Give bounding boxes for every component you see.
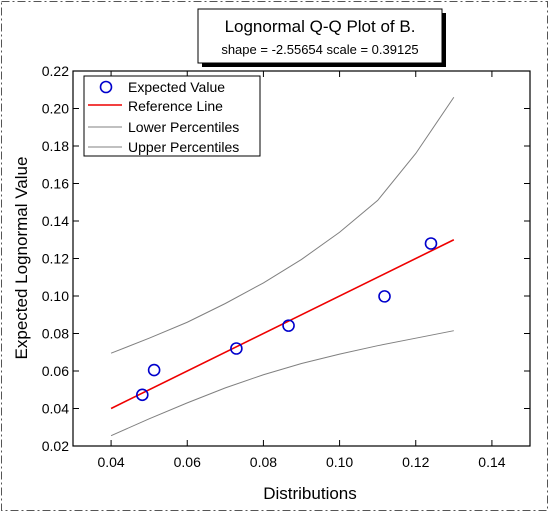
- x-tick-label: 0.06: [174, 454, 201, 470]
- y-tick-label: 0.06: [42, 363, 69, 379]
- title-box-frame: [197, 8, 443, 64]
- legend-label-upper-percentiles: Upper Percentiles: [128, 139, 239, 155]
- legend-marker-expected-value: [99, 80, 113, 94]
- x-tick-label: 0.14: [478, 454, 505, 470]
- x-tick-label: 0.10: [326, 454, 353, 470]
- chart-title: Lognormal Q-Q Plot of B.: [225, 17, 416, 36]
- y-tick-label: 0.08: [42, 326, 69, 342]
- y-tick-label: 0.12: [42, 251, 69, 267]
- legend: Expected Value Reference Line Lower Perc…: [83, 75, 261, 157]
- y-tick-label: 0.18: [42, 138, 69, 154]
- legend-label-lower-percentiles: Lower Percentiles: [128, 119, 239, 135]
- x-tick-label: 0.12: [402, 454, 429, 470]
- series-line-upper-percentiles: [110, 96, 455, 354]
- series-line-lower-percentiles: [110, 330, 454, 437]
- x-axis-ticks: 0.04 0.06 0.08 0.10 0.12 0.14: [97, 71, 506, 470]
- y-tick-label: 0.16: [42, 176, 69, 192]
- y-tick-label: 0.14: [42, 213, 69, 229]
- y-axis-label: Expected Lognormal Value: [12, 157, 31, 360]
- x-tick-label: 0.08: [250, 454, 277, 470]
- series-layer: [110, 96, 455, 437]
- y-axis-ticks: 0.02 0.04 0.06 0.08 0.10 0.12 0.14 0.16 0.18 0.20…: [42, 63, 530, 454]
- y-tick-label: 0.02: [42, 438, 69, 454]
- x-tick-label: 0.04: [97, 454, 124, 470]
- chart-subtitle: shape = -2.55654 scale = 0.39125: [221, 42, 418, 57]
- y-tick-label: 0.22: [42, 63, 69, 79]
- data-point: [136, 388, 149, 402]
- data-point: [147, 363, 161, 377]
- data-point: [424, 237, 438, 250]
- legend-label-reference-line: Reference Line: [128, 98, 223, 114]
- data-point: [230, 342, 243, 355]
- y-tick-label: 0.10: [42, 288, 69, 304]
- data-point: [282, 319, 295, 332]
- y-tick-label: 0.20: [42, 101, 69, 117]
- y-tick-label: 0.04: [42, 401, 69, 417]
- title-box: Lognormal Q-Q Plot of B. shape = -2.5565…: [197, 8, 446, 67]
- legend-box: [83, 75, 261, 157]
- data-point: [378, 290, 391, 303]
- x-axis-label: Distributions: [263, 484, 357, 503]
- legend-label-expected-value: Expected Value: [128, 79, 225, 95]
